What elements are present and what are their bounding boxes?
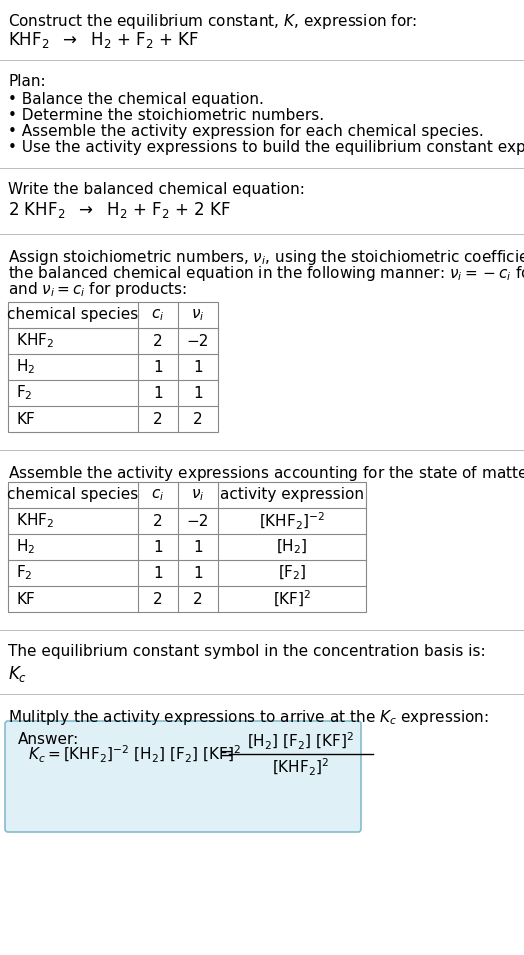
Text: $K_c$: $K_c$ (8, 664, 27, 684)
Text: and $\nu_i = c_i$ for products:: and $\nu_i = c_i$ for products: (8, 280, 187, 299)
Text: $K_c = [\mathrm{KHF_2}]^{-2}\ [\mathrm{H_2}]\ [\mathrm{F_2}]\ [\mathrm{KF}]^2$: $K_c = [\mathrm{KHF_2}]^{-2}\ [\mathrm{H… (28, 743, 241, 765)
Text: Answer:: Answer: (18, 732, 79, 747)
Text: 2: 2 (153, 591, 163, 606)
Text: KF: KF (16, 591, 35, 606)
Text: 1: 1 (193, 565, 203, 581)
Text: $c_i$: $c_i$ (151, 308, 165, 323)
Text: 1: 1 (193, 359, 203, 374)
Text: KHF$_2$: KHF$_2$ (16, 331, 54, 350)
Text: [F$_2$]: [F$_2$] (278, 563, 307, 583)
Text: $[\mathrm{KHF_2}]^2$: $[\mathrm{KHF_2}]^2$ (272, 756, 330, 777)
Text: $\nu_i$: $\nu_i$ (191, 308, 205, 323)
Text: Write the balanced chemical equation:: Write the balanced chemical equation: (8, 182, 305, 197)
Text: chemical species: chemical species (7, 487, 139, 502)
Text: Construct the equilibrium constant, $K$, expression for:: Construct the equilibrium constant, $K$,… (8, 12, 417, 31)
Text: 1: 1 (153, 565, 163, 581)
Text: 1: 1 (193, 540, 203, 555)
Text: −2: −2 (187, 333, 209, 349)
Text: [H$_2$]: [H$_2$] (277, 538, 308, 556)
Text: 1: 1 (193, 386, 203, 400)
Text: Mulitply the activity expressions to arrive at the $K_c$ expression:: Mulitply the activity expressions to arr… (8, 708, 489, 727)
Text: 1: 1 (153, 359, 163, 374)
Text: KHF$_2$: KHF$_2$ (16, 512, 54, 530)
Text: [KF]$^2$: [KF]$^2$ (273, 589, 311, 609)
Text: • Balance the chemical equation.: • Balance the chemical equation. (8, 92, 264, 107)
Text: 2: 2 (153, 333, 163, 349)
Text: H$_2$: H$_2$ (16, 538, 35, 557)
Text: [KHF$_2$]$^{-2}$: [KHF$_2$]$^{-2}$ (259, 511, 325, 532)
Text: F$_2$: F$_2$ (16, 563, 32, 583)
FancyBboxPatch shape (5, 721, 361, 832)
Text: • Use the activity expressions to build the equilibrium constant expression.: • Use the activity expressions to build … (8, 140, 524, 155)
Text: 2: 2 (153, 514, 163, 528)
Text: KF: KF (16, 412, 35, 427)
Text: H$_2$: H$_2$ (16, 358, 35, 376)
Text: KHF$_2$  $\rightarrow$  H$_2$ + F$_2$ + KF: KHF$_2$ $\rightarrow$ H$_2$ + F$_2$ + KF (8, 30, 199, 50)
Text: Assemble the activity expressions accounting for the state of matter and $\nu_i$: Assemble the activity expressions accoun… (8, 464, 524, 483)
Text: Assign stoichiometric numbers, $\nu_i$, using the stoichiometric coefficients, $: Assign stoichiometric numbers, $\nu_i$, … (8, 248, 524, 267)
Text: 2: 2 (193, 591, 203, 606)
Text: Plan:: Plan: (8, 74, 46, 89)
Text: $[\mathrm{H_2}]\ [\mathrm{F_2}]\ [\mathrm{KF}]^2$: $[\mathrm{H_2}]\ [\mathrm{F_2}]\ [\mathr… (247, 731, 355, 752)
Text: 1: 1 (153, 540, 163, 555)
Text: the balanced chemical equation in the following manner: $\nu_i = -c_i$ for react: the balanced chemical equation in the fo… (8, 264, 524, 283)
Bar (8, 482, 366, 612)
Text: activity expression: activity expression (220, 487, 364, 502)
Text: $\nu_i$: $\nu_i$ (191, 487, 205, 503)
Text: 2: 2 (193, 412, 203, 427)
Text: $c_i$: $c_i$ (151, 487, 165, 503)
Text: • Determine the stoichiometric numbers.: • Determine the stoichiometric numbers. (8, 108, 324, 123)
Text: 2 KHF$_2$  $\rightarrow$  H$_2$ + F$_2$ + 2 KF: 2 KHF$_2$ $\rightarrow$ H$_2$ + F$_2$ + … (8, 200, 231, 220)
Text: • Assemble the activity expression for each chemical species.: • Assemble the activity expression for e… (8, 124, 484, 139)
Text: 1: 1 (153, 386, 163, 400)
Text: The equilibrium constant symbol in the concentration basis is:: The equilibrium constant symbol in the c… (8, 644, 486, 659)
Text: 2: 2 (153, 412, 163, 427)
Text: chemical species: chemical species (7, 308, 139, 323)
Text: =: = (219, 745, 233, 763)
Bar (8, 302, 218, 432)
Text: F$_2$: F$_2$ (16, 384, 32, 402)
Text: −2: −2 (187, 514, 209, 528)
